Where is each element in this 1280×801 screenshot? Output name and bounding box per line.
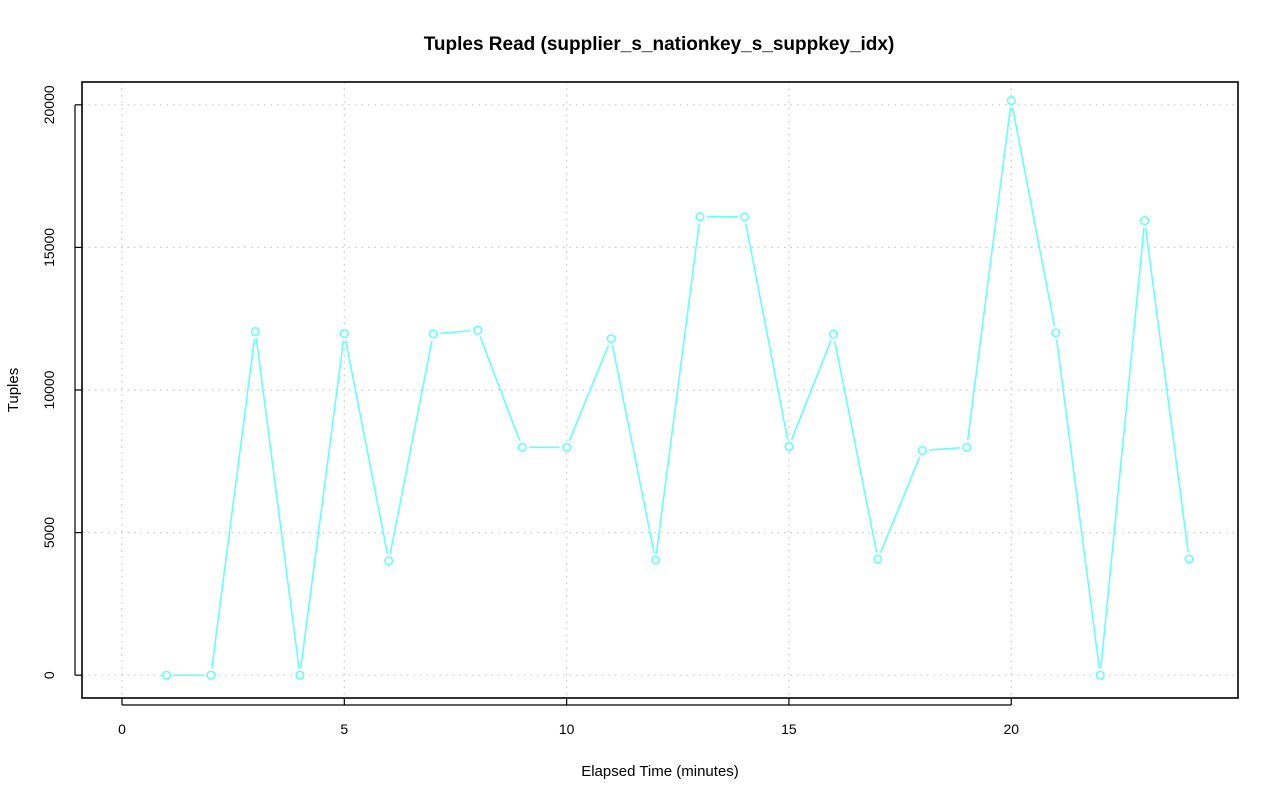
series-line-segment bbox=[611, 345, 655, 554]
series-line-segment bbox=[745, 223, 789, 440]
series-line-segment bbox=[299, 340, 345, 669]
x-tick-label: 20 bbox=[1003, 721, 1019, 737]
x-tick-label: 0 bbox=[118, 721, 126, 737]
x-axis: 0 5 10 15 20 bbox=[118, 698, 1019, 737]
series-line-segment bbox=[1100, 227, 1145, 669]
y-axis: 0 5000 10000 15000 20000 bbox=[41, 85, 82, 679]
series-line-segment bbox=[440, 329, 471, 335]
y-tick-label: 20000 bbox=[41, 85, 57, 124]
data-point bbox=[695, 212, 705, 222]
series-line-segment bbox=[966, 107, 1012, 441]
data-point bbox=[161, 670, 172, 680]
x-tick-label: 15 bbox=[781, 721, 797, 737]
x-axis-label: Elapsed Time (minutes) bbox=[581, 763, 739, 780]
series-line-segment bbox=[879, 456, 921, 553]
series-line-segment bbox=[479, 336, 521, 442]
series-line-segment bbox=[790, 340, 832, 441]
data-point bbox=[339, 328, 349, 339]
data-point bbox=[1095, 670, 1105, 680]
data-point bbox=[1006, 95, 1016, 106]
data-point bbox=[650, 555, 661, 565]
data-point bbox=[562, 442, 572, 452]
data-point bbox=[962, 442, 972, 452]
series-line-segment bbox=[655, 223, 700, 554]
series-line-segment bbox=[1011, 107, 1056, 326]
series-line-segment bbox=[1144, 227, 1189, 553]
series-line-segment bbox=[211, 338, 256, 669]
series-line-segment bbox=[833, 340, 878, 553]
plot-series bbox=[161, 95, 1194, 680]
y-tick-label: 0 bbox=[41, 671, 57, 679]
series-line-segment bbox=[344, 340, 389, 555]
series-line-segment bbox=[1055, 339, 1101, 669]
series-line-segment bbox=[568, 344, 610, 442]
data-point bbox=[473, 325, 483, 335]
series-line-segment bbox=[929, 447, 960, 451]
data-point bbox=[1051, 328, 1061, 338]
data-point bbox=[784, 441, 794, 452]
data-point bbox=[739, 212, 750, 222]
y-tick-label: 10000 bbox=[41, 370, 57, 409]
series-line-segment bbox=[255, 338, 300, 669]
data-point bbox=[428, 329, 438, 339]
data-point bbox=[1184, 554, 1194, 564]
data-point bbox=[250, 326, 260, 337]
data-point bbox=[295, 670, 305, 680]
series-line-segment bbox=[389, 340, 433, 555]
data-point bbox=[517, 442, 527, 452]
data-point bbox=[384, 556, 394, 566]
data-point bbox=[828, 329, 839, 339]
x-tick-label: 10 bbox=[559, 721, 575, 737]
data-point bbox=[1140, 216, 1150, 226]
y-tick-label: 15000 bbox=[41, 228, 57, 267]
data-point bbox=[873, 554, 883, 564]
y-tick-label: 5000 bbox=[41, 517, 57, 548]
grid-lines bbox=[82, 82, 1238, 698]
y-axis-label: Tuples bbox=[5, 368, 22, 412]
data-point bbox=[606, 334, 616, 344]
plot-frame bbox=[81, 81, 1239, 699]
x-tick-label: 5 bbox=[340, 721, 348, 737]
chart-title: Tuples Read (supplier_s_nationkey_s_supp… bbox=[424, 34, 895, 55]
data-point bbox=[206, 670, 216, 680]
data-point bbox=[917, 445, 927, 456]
